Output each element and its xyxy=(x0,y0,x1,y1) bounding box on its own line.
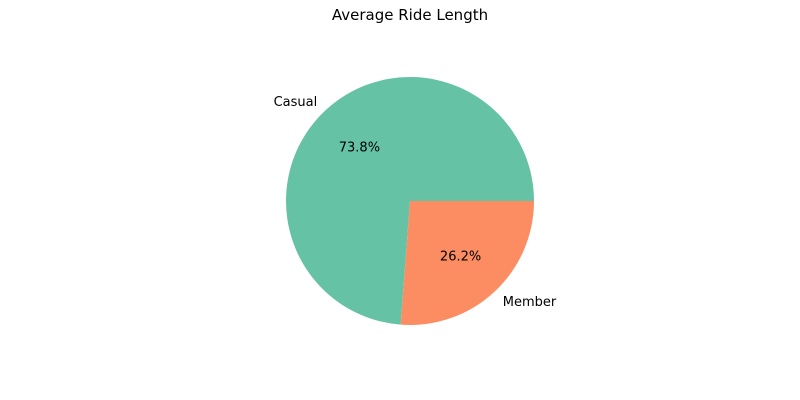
pie-slice-casual xyxy=(286,76,534,325)
pie-slice-member xyxy=(400,201,534,325)
chart-title: Average Ride Length xyxy=(332,6,488,24)
pie-slices xyxy=(286,76,534,325)
slice-label-member: Member xyxy=(503,295,557,310)
slice-label-casual: Casual xyxy=(274,95,318,110)
pie-labels: Casual 73.8% Member 26.2% xyxy=(274,95,557,310)
slice-percent-casual: 73.8% xyxy=(339,140,380,155)
slice-percent-member: 26.2% xyxy=(440,250,481,265)
